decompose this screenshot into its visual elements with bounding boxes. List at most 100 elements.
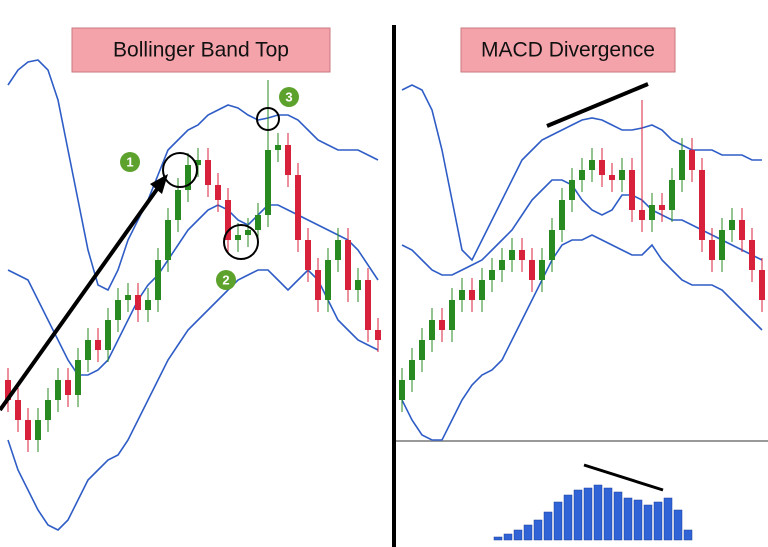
candle-body <box>469 290 475 300</box>
band-line <box>401 84 762 262</box>
candle-body <box>145 300 151 310</box>
histogram-bar <box>503 533 513 541</box>
candle-body <box>195 160 201 165</box>
histogram-bar <box>563 494 573 541</box>
candle-body <box>15 400 21 420</box>
histogram-bar <box>643 504 653 541</box>
candle-body <box>539 260 545 280</box>
candle-body <box>699 170 705 240</box>
histogram-bar <box>573 489 583 541</box>
candle-body <box>285 145 291 175</box>
histogram-bar <box>603 487 613 541</box>
candle-body <box>5 380 11 400</box>
candle-body <box>739 220 745 240</box>
candle-body <box>729 220 735 230</box>
candle-body <box>689 150 695 170</box>
candle-body <box>679 150 685 180</box>
histogram-bar <box>513 529 523 541</box>
candle-body <box>589 160 595 170</box>
histogram-bar <box>653 501 663 541</box>
candle-body <box>669 180 675 210</box>
candle-body <box>125 295 131 300</box>
highlight-circle <box>223 224 259 260</box>
divergence-line <box>546 82 649 128</box>
candle-body <box>619 170 625 180</box>
candle-body <box>235 235 241 240</box>
candle-body <box>709 240 715 260</box>
candle-body <box>519 250 525 260</box>
candle-body <box>75 360 81 395</box>
candle-body <box>559 200 565 230</box>
candle-body <box>335 240 341 260</box>
candle-body <box>225 200 231 240</box>
band-line <box>7 59 379 292</box>
histogram-bar <box>623 497 633 541</box>
histogram-bar <box>663 497 673 541</box>
candle-body <box>529 260 535 280</box>
band-line <box>401 234 763 441</box>
candle-body <box>265 150 271 215</box>
candle-body <box>45 400 51 420</box>
candle-body <box>205 160 211 185</box>
candle-body <box>185 165 191 190</box>
candle-body <box>759 270 765 300</box>
candle-body <box>65 380 71 395</box>
chart-title: Bollinger Band Top <box>113 39 289 62</box>
candle-body <box>35 420 41 440</box>
candle-body <box>255 215 261 230</box>
candle-body <box>215 185 221 200</box>
histogram-bar <box>633 499 643 541</box>
candle-body <box>489 270 495 280</box>
histogram-bar <box>593 484 603 541</box>
highlight-circle <box>162 152 198 188</box>
candle-body <box>85 340 91 360</box>
candle-body <box>135 295 141 310</box>
histogram-bar <box>613 491 623 541</box>
marker-label: 1 <box>126 154 133 169</box>
histogram-bar <box>673 509 683 541</box>
candle-body <box>355 280 361 290</box>
candle-body <box>439 320 445 330</box>
candle-body <box>245 230 251 235</box>
candle-body <box>609 175 615 180</box>
marker-label: 2 <box>222 272 229 287</box>
candle-body <box>365 280 371 330</box>
band-line <box>7 268 379 531</box>
trend-arrow <box>0 183 162 412</box>
candle-body <box>549 230 555 260</box>
candle-body <box>315 270 321 300</box>
candle-body <box>409 360 415 380</box>
candle-body <box>649 205 655 220</box>
candle-body <box>419 340 425 360</box>
band-line <box>7 204 379 376</box>
candle-body <box>165 220 171 260</box>
band-line <box>401 179 763 276</box>
candle-body <box>295 175 301 240</box>
candle-body <box>175 190 181 220</box>
candle-body <box>449 300 455 330</box>
histogram-bar <box>493 536 503 541</box>
candle-body <box>399 380 405 400</box>
candle-body <box>579 170 585 180</box>
candle-body <box>95 340 101 350</box>
marker-badge <box>279 87 299 107</box>
histogram-bar <box>533 519 543 541</box>
candle-body <box>305 240 311 270</box>
histogram-bar <box>683 529 693 541</box>
histogram-bar <box>583 487 593 541</box>
candle-body <box>459 290 465 300</box>
candle-body <box>479 280 485 300</box>
title-box <box>460 27 676 73</box>
marker-label: 3 <box>285 89 292 104</box>
histogram-bar <box>553 501 563 541</box>
candle-body <box>345 240 351 290</box>
candle-body <box>155 260 161 300</box>
candle-body <box>569 180 575 200</box>
marker-badge <box>120 152 140 172</box>
marker-badge <box>216 270 236 290</box>
title-box <box>71 27 331 73</box>
histogram-bar <box>543 511 553 541</box>
candle-body <box>749 240 755 270</box>
divergence-line <box>583 463 664 492</box>
